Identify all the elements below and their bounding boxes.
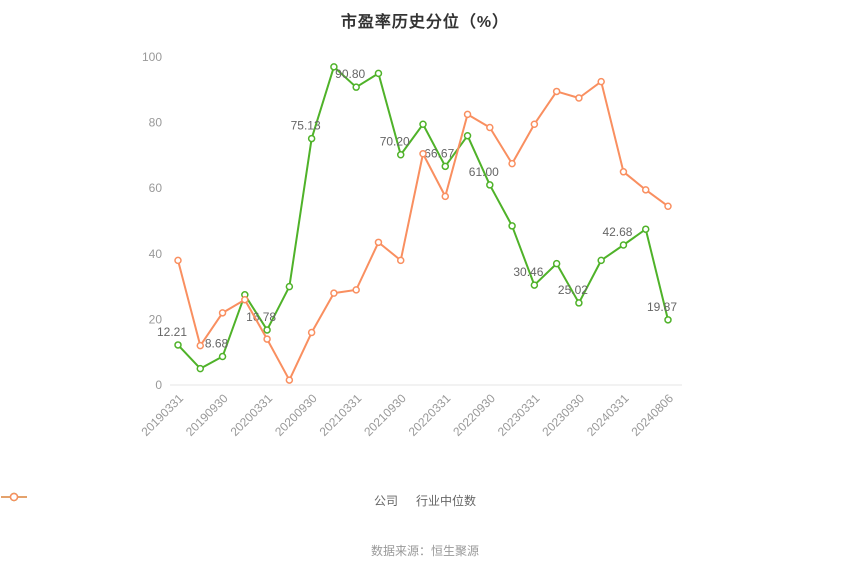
x-tick-label: 20230930 [539,391,587,439]
data-point[interactable] [575,299,583,307]
data-point[interactable] [552,87,561,96]
x-tick-label: 20190331 [138,391,186,439]
data-label: 90.80 [335,67,365,81]
chart-canvas: 0 20 40 60 80 100 2019033120190930202003312020… [138,50,682,439]
y-tick-label: 60 [149,181,163,195]
data-point[interactable] [463,110,472,119]
data-label: 25.02 [558,283,588,297]
data-point[interactable] [218,352,227,361]
x-tick-label: 20240806 [628,391,676,439]
data-point[interactable] [396,256,405,265]
x-tick-label: 20210930 [361,391,409,439]
data-point[interactable] [218,309,227,317]
data-point[interactable] [374,69,383,78]
data-point[interactable] [619,168,628,176]
x-tick-label: 20200331 [228,391,276,439]
legend-marker-industry-icon [1,492,27,502]
y-tick-label: 40 [149,247,163,261]
data-point[interactable] [263,335,271,343]
data-point[interactable] [174,341,182,349]
data-label: 70.20 [380,135,410,149]
data-label: 16.78 [246,310,276,324]
data-point[interactable] [307,328,316,337]
data-point[interactable] [396,150,405,159]
data-label: 66.67 [424,146,454,160]
x-tick-label: 20190930 [183,391,231,439]
data-point[interactable] [441,192,450,201]
data-label: 19.87 [647,300,677,314]
x-tick-label: 20210331 [317,391,365,439]
x-tick-label: 20200930 [272,391,320,439]
data-point[interactable] [641,186,650,194]
data-point[interactable] [641,225,650,233]
data-label: 75.13 [291,119,321,133]
data-point[interactable] [597,256,605,265]
data-point[interactable] [664,202,672,210]
data-point[interactable] [486,123,494,132]
data-point[interactable] [552,259,561,268]
data-label: 8.68 [205,337,229,351]
data-point[interactable] [263,326,271,334]
legend: 公司 行业中位数 [0,492,850,509]
chart-title: 市盈率历史分位（%） [340,14,510,31]
data-label: 30.46 [513,265,543,279]
data-point[interactable] [330,289,338,297]
data-point[interactable] [196,341,205,350]
y-tick-label: 100 [142,50,162,64]
data-source: 数据来源：恒生聚源 [370,544,479,558]
data-point[interactable] [530,281,539,289]
data-point[interactable] [374,238,383,247]
data-point[interactable] [486,181,494,189]
data-point[interactable] [330,63,338,71]
data-point[interactable] [530,120,539,128]
x-tick-label: 20240331 [584,391,632,439]
y-tick-label: 20 [149,312,163,326]
data-point[interactable] [575,94,583,102]
legend-circle [9,492,19,502]
data-point[interactable] [597,77,605,86]
y-tick-label: 0 [155,378,162,392]
legend-item-industry-median[interactable]: 行业中位数 [1,492,477,509]
data-point[interactable] [174,256,182,265]
data-point[interactable] [419,120,427,128]
x-tick-label: 20220930 [450,391,498,439]
x-tick-label: 20230331 [495,391,543,439]
data-point[interactable] [619,241,628,249]
data-point[interactable] [196,364,205,373]
data-label: 42.68 [602,225,632,239]
data-point[interactable] [664,316,672,324]
data-label: 61.00 [469,165,499,179]
data-point[interactable] [307,134,316,143]
data-point[interactable] [352,286,360,294]
legend-label-industry-median: 行业中位数 [416,494,477,508]
data-point[interactable] [463,131,472,140]
data-point[interactable] [352,83,360,91]
data-point[interactable] [285,376,294,384]
data-point[interactable] [285,282,294,291]
data-label: 12.21 [157,325,187,339]
data-point[interactable] [508,222,516,230]
y-tick-label: 80 [149,116,163,130]
legend-label-company: 公司 [373,494,398,508]
data-point[interactable] [419,150,427,158]
data-point[interactable] [241,295,249,304]
data-point[interactable] [441,162,450,171]
data-point[interactable] [508,159,516,168]
legend-item-company[interactable]: 公司 [1,492,398,509]
x-tick-label: 20220331 [406,391,454,439]
